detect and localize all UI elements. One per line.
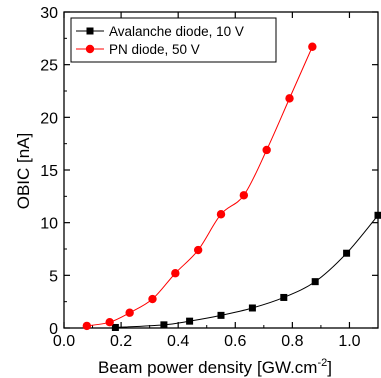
- y-tick-label: 10: [40, 216, 58, 233]
- series-1: [111, 211, 381, 331]
- x-axis-label-text: Beam power density: [98, 358, 253, 377]
- data-point: [343, 249, 351, 257]
- legend-label: PN diode, 50 V: [109, 42, 200, 57]
- axes: 0.0 0.2 0.4 0.6 0.8 1.0 0 5 10 15 20 25 30: [40, 5, 379, 350]
- x-axis-unit-exponent: -2: [317, 357, 327, 369]
- legend-marker: [85, 44, 95, 54]
- x-tick-label: 0.0: [53, 333, 75, 350]
- legend: Avalanche diode, 10 V PN diode, 50 V: [70, 17, 277, 63]
- data-point: [148, 294, 157, 304]
- data-point: [82, 321, 92, 331]
- data-point: [111, 323, 119, 331]
- y-tick-label: 0: [49, 321, 58, 338]
- x-tick-label: 0.6: [224, 333, 246, 350]
- x-tick-label: 0.8: [281, 333, 303, 350]
- x-axis-unit: [GW.cm: [257, 358, 317, 377]
- series-line: [115, 214, 379, 328]
- data-point: [239, 191, 249, 200]
- series-2: [82, 42, 317, 331]
- data-point: [308, 42, 317, 51]
- y-tick-label: 25: [40, 58, 58, 75]
- data-point: [160, 321, 168, 329]
- data-point: [171, 269, 180, 278]
- x-axis-label: Beam power density [GW.cm-2]: [98, 357, 332, 377]
- y-axis-label: OBIC [nA]: [14, 133, 33, 210]
- data-point: [280, 293, 288, 301]
- data-point: [216, 210, 226, 219]
- x-axis-unit-close: ]: [327, 358, 332, 377]
- data-point: [217, 311, 225, 319]
- y-tick-label: 30: [40, 5, 58, 22]
- series-layer: [82, 42, 381, 331]
- legend-label: Avalanche diode, 10 V: [109, 24, 244, 39]
- y-tick-label: 15: [40, 163, 58, 180]
- data-point: [125, 308, 134, 317]
- data-point: [285, 94, 294, 103]
- data-point: [374, 211, 381, 219]
- x-tick-label: 1.0: [338, 333, 360, 350]
- x-tick-label: 0.4: [167, 333, 189, 350]
- data-point: [262, 145, 271, 155]
- x-tick-label: 0.2: [110, 333, 132, 350]
- legend-box: [70, 17, 277, 63]
- data-point: [248, 304, 256, 312]
- data-point: [193, 245, 203, 255]
- data-point: [311, 278, 319, 286]
- y-tick-label: 5: [49, 268, 58, 285]
- data-point: [105, 318, 114, 327]
- y-tick-label: 20: [40, 110, 58, 127]
- data-point: [186, 317, 194, 325]
- legend-marker: [86, 27, 94, 35]
- series-line: [86, 46, 313, 327]
